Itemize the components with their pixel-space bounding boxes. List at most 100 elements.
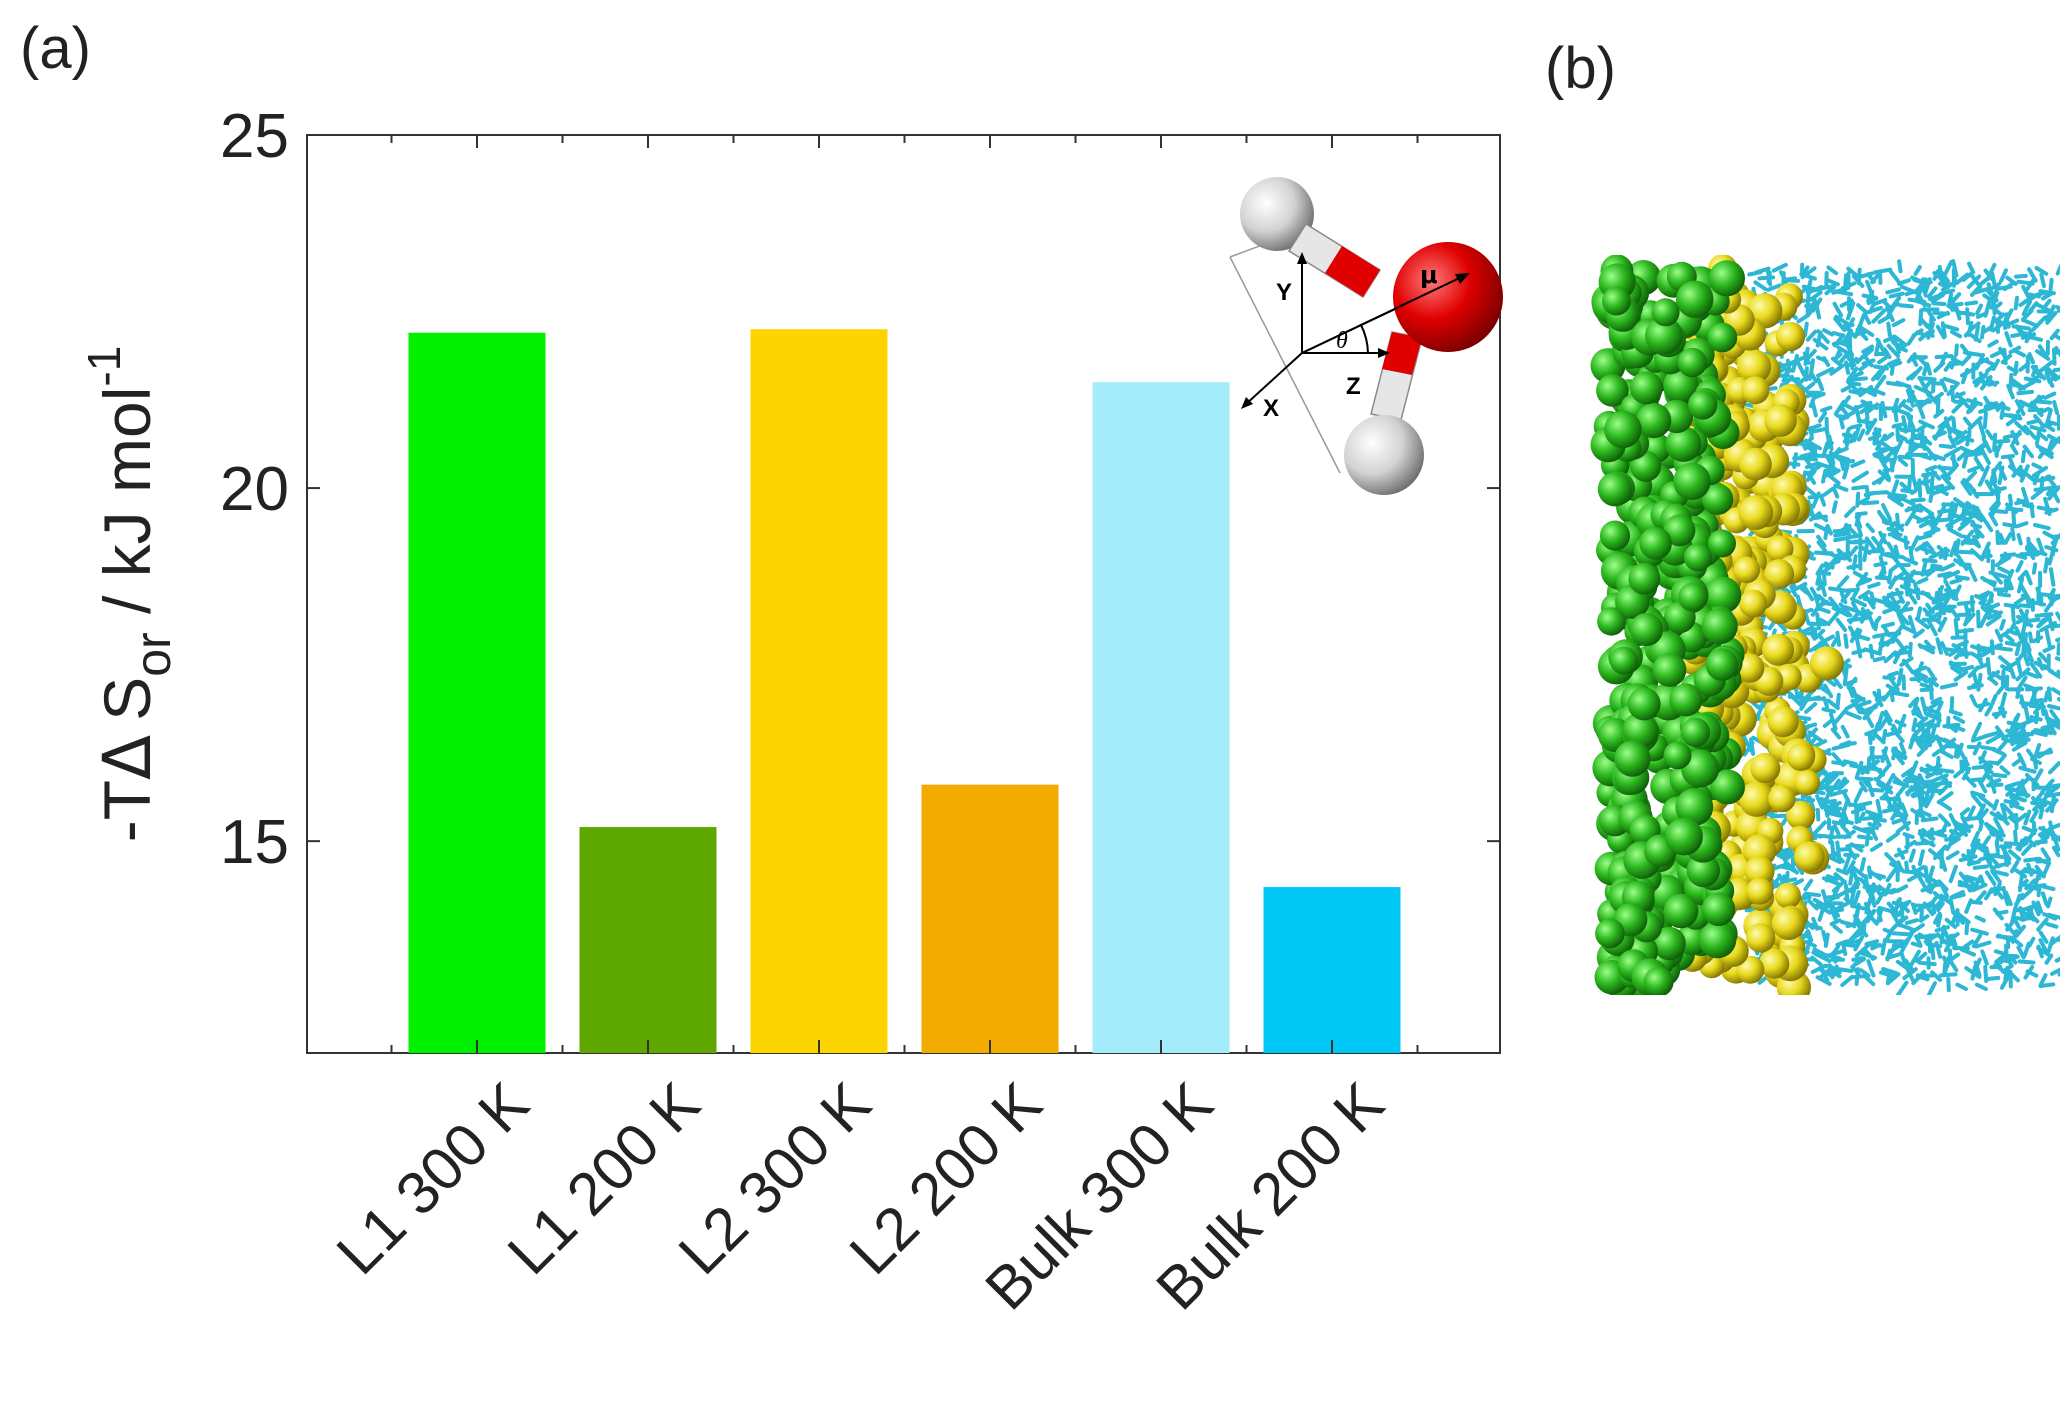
bulk-water-molecule xyxy=(2039,448,2054,460)
ylabel-subscript: or xyxy=(125,632,181,676)
layer1-sphere xyxy=(1676,280,1714,318)
bulk-water-molecule xyxy=(1919,682,1932,689)
bulk-water-molecule xyxy=(2035,900,2044,914)
bulk-water-molecule xyxy=(1846,266,1859,278)
bulk-water-molecule xyxy=(1982,465,1990,477)
bulk-water-molecule xyxy=(1967,464,1983,473)
bulk-water-molecule xyxy=(1822,696,1829,709)
bulk-water-molecule xyxy=(2032,743,2042,761)
bulk-water-molecule xyxy=(2039,476,2045,491)
bulk-water-molecule xyxy=(1822,441,1830,456)
bulk-water-molecule xyxy=(1828,596,1842,613)
bulk-water-molecule xyxy=(2046,612,2055,632)
bulk-water-molecule xyxy=(1917,718,1936,730)
bulk-water-molecule xyxy=(1821,563,1835,574)
bulk-water-molecule xyxy=(2021,309,2034,322)
bulk-water-molecule xyxy=(2038,289,2056,296)
bulk-water-molecule xyxy=(2032,399,2052,405)
bulk-water-molecule xyxy=(1928,848,1942,861)
bulk-water-molecule xyxy=(1876,781,1894,795)
bulk-water-molecule xyxy=(1905,967,1915,983)
bulk-water-molecule xyxy=(2034,711,2040,725)
bulk-water-molecule xyxy=(1749,737,1756,756)
bulk-water-molecule xyxy=(1876,764,1890,782)
bulk-water-molecule xyxy=(2018,603,2034,609)
bulk-water-molecule xyxy=(2048,567,2056,587)
bulk-water-molecule xyxy=(2012,915,2027,922)
bulk-water-molecule xyxy=(1795,359,1806,377)
bulk-water-molecule xyxy=(1973,525,1985,539)
bulk-water-molecule xyxy=(1814,300,1822,320)
bulk-water-molecule xyxy=(1843,852,1860,858)
bulk-water-molecule xyxy=(2045,366,2058,382)
bulk-water-molecule xyxy=(1825,524,1833,536)
bulk-water-molecule xyxy=(1833,708,1848,725)
bulk-water-molecule xyxy=(1924,446,1938,462)
bulk-water-molecule xyxy=(1944,834,1961,842)
bulk-water-molecule xyxy=(1816,366,1835,378)
bulk-water-molecule xyxy=(2022,903,2037,912)
bulk-water-molecule xyxy=(2020,622,2027,637)
bulk-water-molecule xyxy=(1961,504,1976,513)
bulk-water-molecule xyxy=(1948,836,1961,846)
bulk-water-molecule xyxy=(1912,514,1925,523)
bulk-water-molecule xyxy=(1895,884,1909,893)
bulk-water-molecule xyxy=(1957,627,1975,634)
bulk-water-molecule xyxy=(1880,621,1895,629)
bulk-water-molecule xyxy=(1998,346,2008,360)
bulk-water-molecule xyxy=(2045,798,2059,813)
bulk-water-molecule xyxy=(1973,286,1993,295)
bulk-water-molecule xyxy=(1940,641,1949,656)
bulk-water-molecule xyxy=(2044,953,2054,965)
oxygen-atom xyxy=(1393,242,1503,352)
bulk-water-molecule xyxy=(2000,964,2013,974)
bulk-water-molecule xyxy=(1815,794,1825,810)
bulk-water-molecule xyxy=(1917,932,1931,942)
layer1-sphere xyxy=(1604,410,1642,449)
ylabel-prefix: -T xyxy=(90,780,164,842)
bulk-water-molecule xyxy=(1925,541,1935,552)
layer2-sphere xyxy=(1739,589,1768,618)
bulk-water-molecule xyxy=(1958,871,1969,884)
axis-label-x: X xyxy=(1263,395,1279,422)
bulk-water-molecule xyxy=(2048,791,2060,798)
bulk-water-molecule xyxy=(1873,364,1889,371)
bulk-water-molecule xyxy=(1918,331,1930,342)
bulk-water-molecule xyxy=(1960,513,1976,526)
bulk-water-molecule xyxy=(1869,842,1883,852)
layer1-sphere xyxy=(1639,527,1672,560)
bulk-water-molecule xyxy=(2050,967,2060,976)
bulk-water-molecule xyxy=(1991,297,1997,316)
bulk-water-molecule xyxy=(1929,614,1945,627)
bar-l1-300-k xyxy=(408,332,546,1053)
bulk-water-molecule xyxy=(1993,949,2008,957)
bulk-water-molecule xyxy=(2014,273,2028,279)
bulk-water-molecule xyxy=(1906,352,1917,364)
bulk-water-molecule xyxy=(1974,840,1986,850)
bulk-water-molecule xyxy=(2039,272,2046,288)
bulk-water-molecule xyxy=(1977,420,1987,440)
y-tick-label: 15 xyxy=(220,808,289,877)
bulk-water-molecule xyxy=(1891,746,1908,760)
bulk-water-molecule xyxy=(1856,303,1869,315)
bulk-water-molecule xyxy=(2036,586,2041,605)
bulk-water-molecule xyxy=(2053,349,2060,355)
bulk-water-molecule xyxy=(2054,656,2060,662)
bulk-water-molecule xyxy=(1994,445,2000,458)
bulk-water-molecule xyxy=(1908,697,1919,708)
bulk-water-molecule xyxy=(1970,651,1983,662)
bulk-water-molecule xyxy=(1824,284,1837,296)
bulk-water-molecule xyxy=(1953,911,1965,925)
bulk-water-molecule xyxy=(2031,364,2038,378)
bulk-water-molecule xyxy=(1842,463,1850,480)
bulk-water-molecule xyxy=(1848,376,1868,382)
bulk-water-molecule xyxy=(1931,744,1949,757)
bulk-water-molecule xyxy=(1972,842,1989,855)
bulk-water-molecule xyxy=(1964,300,1979,306)
bulk-water-molecule xyxy=(2055,263,2060,276)
bulk-water-molecule xyxy=(1810,955,1823,967)
bulk-water-molecule xyxy=(1936,517,1953,523)
bulk-water-molecule xyxy=(2031,562,2038,575)
bulk-water-molecule xyxy=(2017,498,2031,507)
bulk-water-molecule xyxy=(1810,606,1820,617)
